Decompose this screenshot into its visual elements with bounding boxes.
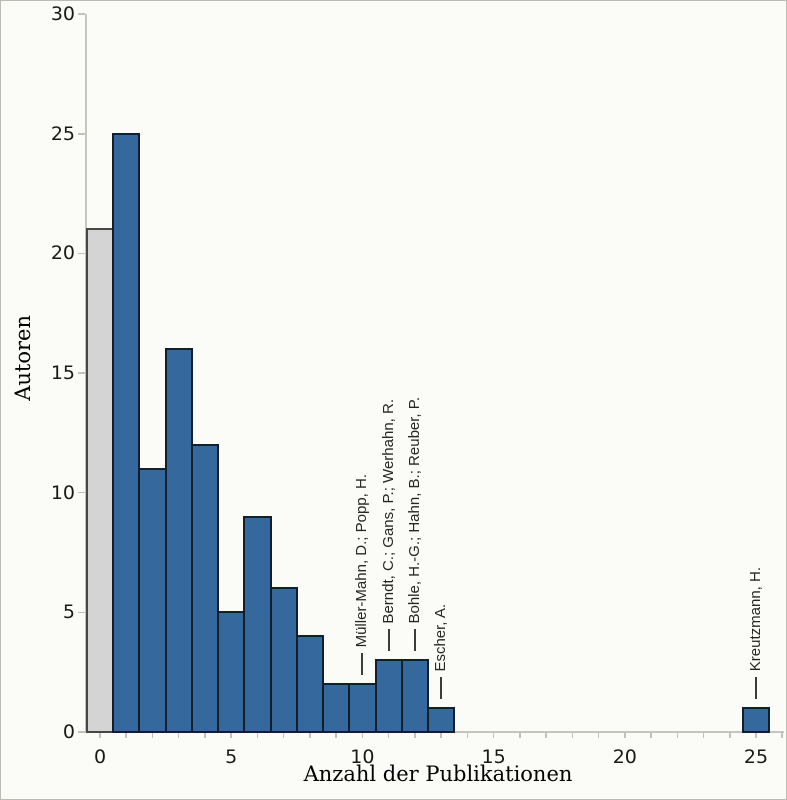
bar <box>295 635 325 733</box>
y-tick <box>78 133 85 135</box>
x-tick <box>440 733 442 738</box>
y-tick-label: 0 <box>62 721 75 743</box>
y-tick-label: 30 <box>50 3 75 26</box>
annotation-line <box>387 629 390 652</box>
bar <box>348 683 377 733</box>
x-tick <box>492 733 495 738</box>
bar <box>112 132 141 733</box>
bar <box>322 683 351 733</box>
bar <box>243 515 272 733</box>
y-tick-label: 15 <box>50 362 75 385</box>
x-tick <box>519 733 521 738</box>
y-tick <box>78 372 85 374</box>
x-tick <box>282 733 285 738</box>
x-tick-label: 25 <box>743 746 769 768</box>
bar <box>741 707 771 733</box>
annotation-label: Bohle, H.-G.; Hahn, B.; Reuber, P. <box>405 396 423 624</box>
y-tick <box>78 491 85 494</box>
x-tick-label: 15 <box>481 746 506 768</box>
x-tick-label: 20 <box>612 746 637 768</box>
annotation-label: Müller-Mahn, D.; Popp, H. <box>353 473 371 648</box>
x-tick <box>729 733 731 738</box>
x-tick <box>571 733 574 738</box>
annotation-line <box>755 677 757 700</box>
bar <box>217 611 246 733</box>
x-tick <box>676 733 679 738</box>
x-tick-label: 0 <box>93 746 107 768</box>
x-tick <box>414 733 416 738</box>
x-tick <box>545 733 547 738</box>
x-tick <box>466 733 469 738</box>
annotation-label: Escher, A. <box>432 603 450 672</box>
bar <box>269 587 298 733</box>
y-tick-label: 20 <box>50 242 75 265</box>
x-tick <box>309 733 311 738</box>
annotation-label: Berndt, C.; Gans, P.; Werhahn, R. <box>379 398 397 624</box>
x-tick <box>755 733 757 738</box>
x-tick <box>230 733 232 738</box>
bar <box>85 228 115 733</box>
x-tick <box>151 733 154 738</box>
x-tick <box>597 733 600 738</box>
x-tick-label: 10 <box>350 746 375 768</box>
x-tick <box>624 733 626 738</box>
annotation-label: Kreutzmann, H. <box>747 566 764 672</box>
annotation-line <box>361 653 364 676</box>
annotation-line <box>413 629 416 652</box>
x-tick <box>387 733 390 738</box>
y-tick-label: 5 <box>62 601 75 624</box>
x-tick <box>125 733 127 738</box>
y-axis-title: Autoren <box>11 315 35 401</box>
x-tick <box>256 733 259 738</box>
x-tick <box>702 733 705 738</box>
y-tick-label: 10 <box>50 481 75 504</box>
x-tick-label: 5 <box>225 746 238 768</box>
x-tick <box>99 733 101 738</box>
x-tick <box>177 733 180 738</box>
bar <box>190 443 220 733</box>
x-tick <box>781 733 783 738</box>
y-tick <box>78 611 85 614</box>
bar <box>164 348 193 733</box>
x-tick <box>650 733 652 738</box>
x-axis-title: Anzahl der Publikationen <box>303 762 573 786</box>
bar <box>374 659 403 733</box>
annotation-line <box>440 677 443 700</box>
y-tick <box>78 731 85 733</box>
y-tick <box>78 13 85 15</box>
y-tick-label: 25 <box>50 122 75 145</box>
bar <box>400 659 429 733</box>
x-tick <box>335 733 337 738</box>
y-tick <box>78 252 85 255</box>
bar <box>427 707 456 733</box>
x-tick <box>204 733 206 738</box>
bar <box>138 467 167 733</box>
x-tick <box>361 733 364 738</box>
